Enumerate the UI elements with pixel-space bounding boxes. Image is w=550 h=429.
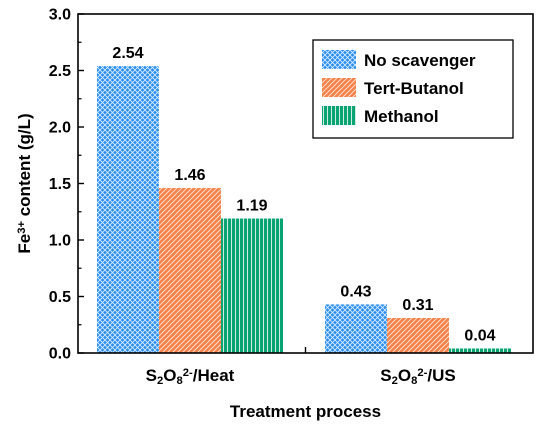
x-tick-label: S2O82-/Heat (146, 366, 235, 387)
data-label: 1.46 (174, 167, 205, 184)
y-tick-label: 1.0 (49, 233, 71, 250)
y-tick-label: 0.0 (49, 346, 71, 363)
y-tick-label: 2.0 (49, 120, 71, 137)
legend-swatch (322, 78, 356, 97)
y-axis-title: Fe3+ content (g/L) (15, 113, 34, 253)
data-label: 0.43 (340, 283, 371, 300)
y-tick-label: 0.5 (49, 289, 71, 306)
legend-swatch (322, 50, 356, 69)
y-tick-label: 2.5 (49, 63, 71, 80)
data-label: 2.54 (112, 45, 143, 62)
legend-label: Methanol (364, 107, 439, 126)
data-label: 0.04 (464, 327, 495, 344)
legend-label: Tert-Butanol (364, 79, 464, 98)
bar (159, 188, 221, 353)
data-label: 1.19 (236, 198, 267, 215)
bar (449, 348, 511, 353)
bar (387, 317, 449, 353)
legend-label: No scavenger (364, 51, 476, 70)
bars (97, 65, 511, 353)
data-label: 0.31 (402, 297, 433, 314)
x-axis-title: Treatment process (230, 402, 381, 421)
bar (221, 218, 283, 353)
bar (325, 304, 387, 353)
bar (97, 65, 159, 353)
y-tick-label: 1.5 (49, 176, 71, 193)
axes: 0.0 0.5 1.0 1.5 2.0 2.5 3.0 S2O82-/Heat S2O82-/U… (15, 7, 534, 421)
legend: No scavenger Tert-Butanol Methanol (312, 39, 514, 139)
x-tick-label: S2O82-/US (380, 366, 455, 387)
y-tick-label: 3.0 (49, 7, 71, 24)
legend-swatch (322, 106, 356, 125)
data-labels: 2.54 0.43 1.46 0.31 1.19 0.04 (112, 45, 495, 345)
